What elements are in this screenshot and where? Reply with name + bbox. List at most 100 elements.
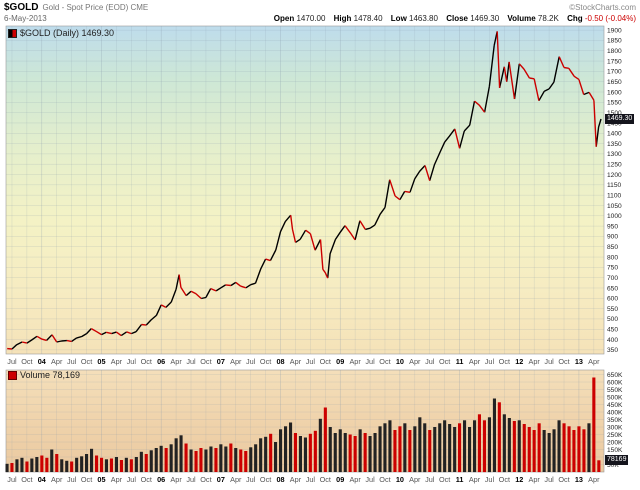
svg-text:Oct: Oct (260, 475, 271, 484)
chart-date: 6-May-2013 (4, 14, 47, 23)
svg-text:Jul: Jul (246, 357, 256, 366)
volume-panel: 50K100K150K200K250K300K350K400K450K500K5… (0, 368, 640, 488)
svg-text:Jul: Jul (67, 475, 77, 484)
volume-bar-icon (8, 370, 17, 380)
svg-text:300K: 300K (607, 424, 623, 431)
chg-label: Chg (567, 14, 583, 23)
svg-text:11: 11 (456, 475, 464, 484)
svg-text:1850: 1850 (607, 38, 622, 45)
svg-text:1650: 1650 (607, 79, 622, 86)
svg-text:Oct: Oct (499, 475, 510, 484)
svg-text:Jul: Jul (544, 357, 554, 366)
svg-text:350K: 350K (607, 417, 623, 424)
svg-text:05: 05 (97, 475, 105, 484)
svg-text:Apr: Apr (588, 475, 600, 484)
svg-text:04: 04 (38, 357, 47, 366)
svg-text:1800: 1800 (607, 48, 622, 55)
chg-value: -0.50 (-0.04%) (584, 14, 636, 23)
svg-text:Apr: Apr (588, 357, 600, 366)
svg-text:250K: 250K (607, 432, 623, 439)
last-price-tag: 1469.30 (605, 113, 635, 124)
volume-chart-canvas: 50K100K150K200K250K300K350K400K450K500K5… (5, 369, 623, 484)
svg-text:Jul: Jul (67, 357, 77, 366)
price-legend-text: $GOLD (Daily) 1469.30 (20, 28, 115, 38)
svg-text:50K: 50K (607, 462, 619, 469)
svg-text:Oct: Oct (499, 357, 510, 366)
svg-text:400: 400 (607, 337, 618, 344)
symbol: $GOLD (4, 2, 39, 13)
svg-text:200K: 200K (607, 439, 623, 446)
svg-text:Apr: Apr (111, 475, 123, 484)
svg-text:550: 550 (607, 306, 618, 313)
svg-text:Jul: Jul (127, 475, 137, 484)
copyright: ©StockCharts.com (569, 3, 636, 12)
svg-text:500: 500 (607, 316, 618, 323)
open-label: Open (273, 14, 295, 23)
close-label: Close (446, 14, 468, 23)
svg-text:12: 12 (515, 475, 523, 484)
svg-text:Jul: Jul (7, 475, 17, 484)
svg-text:Oct: Oct (379, 357, 390, 366)
svg-text:Jul: Jul (7, 357, 17, 366)
svg-text:Apr: Apr (111, 357, 123, 366)
svg-text:450K: 450K (607, 402, 623, 409)
svg-text:1000: 1000 (607, 213, 622, 220)
svg-text:Oct: Oct (141, 357, 152, 366)
svg-text:Apr: Apr (469, 475, 481, 484)
close-value: 1469.30 (470, 14, 500, 23)
svg-text:1400: 1400 (607, 131, 622, 138)
price-panel: 350 400 450 500 550 600 650 700 750 800 850 900 950 1… (0, 24, 640, 368)
svg-text:1250: 1250 (607, 162, 622, 169)
svg-text:Oct: Oct (21, 357, 32, 366)
svg-text:Oct: Oct (260, 357, 271, 366)
svg-text:450: 450 (607, 327, 618, 334)
svg-text:1300: 1300 (607, 151, 622, 158)
svg-text:08: 08 (276, 475, 284, 484)
svg-text:Jul: Jul (127, 357, 137, 366)
svg-text:1550: 1550 (607, 100, 622, 107)
svg-text:Jul: Jul (425, 357, 435, 366)
svg-text:Apr: Apr (528, 357, 540, 366)
svg-text:Oct: Oct (21, 475, 32, 484)
svg-text:1100: 1100 (607, 192, 622, 199)
volume-value: 78.2K (537, 14, 559, 23)
svg-text:Apr: Apr (469, 357, 481, 366)
svg-text:05: 05 (97, 357, 105, 366)
symbol-description: Gold - Spot Price (EOD) CME (42, 3, 149, 12)
svg-text:Oct: Oct (439, 475, 450, 484)
price-chart-canvas: 350 400 450 500 550 600 650 700 750 800 850 900 950 1… (5, 25, 622, 366)
svg-text:13: 13 (575, 357, 583, 366)
svg-text:Apr: Apr (290, 475, 302, 484)
svg-text:13: 13 (575, 475, 583, 484)
svg-text:Apr: Apr (409, 475, 421, 484)
svg-text:650K: 650K (607, 372, 623, 379)
svg-text:Jul: Jul (544, 475, 554, 484)
svg-text:Apr: Apr (230, 475, 242, 484)
svg-text:06: 06 (157, 475, 165, 484)
low-value: 1463.80 (409, 14, 438, 23)
svg-text:1900: 1900 (607, 27, 622, 34)
svg-text:Jul: Jul (306, 475, 316, 484)
svg-text:Oct: Oct (558, 475, 569, 484)
svg-text:650: 650 (607, 285, 618, 292)
svg-text:1750: 1750 (607, 58, 622, 65)
svg-text:Oct: Oct (81, 475, 92, 484)
svg-text:Jul: Jul (306, 357, 316, 366)
svg-text:1700: 1700 (607, 69, 622, 76)
candlestick-icon (8, 28, 17, 38)
svg-text:Jul: Jul (186, 357, 196, 366)
svg-text:1350: 1350 (607, 141, 622, 148)
volume-legend-text: Volume 78,169 (20, 370, 81, 380)
svg-text:Apr: Apr (528, 475, 540, 484)
last-volume-tag: 78169 (605, 455, 629, 466)
svg-text:Jul: Jul (485, 475, 495, 484)
svg-text:Apr: Apr (349, 357, 361, 366)
svg-text:1500: 1500 (607, 110, 622, 117)
svg-text:850: 850 (607, 244, 618, 251)
svg-text:550K: 550K (607, 387, 623, 394)
high-value: 1478.40 (353, 14, 383, 23)
svg-text:10: 10 (396, 475, 404, 484)
svg-text:Apr: Apr (170, 475, 182, 484)
svg-text:07: 07 (217, 475, 225, 484)
